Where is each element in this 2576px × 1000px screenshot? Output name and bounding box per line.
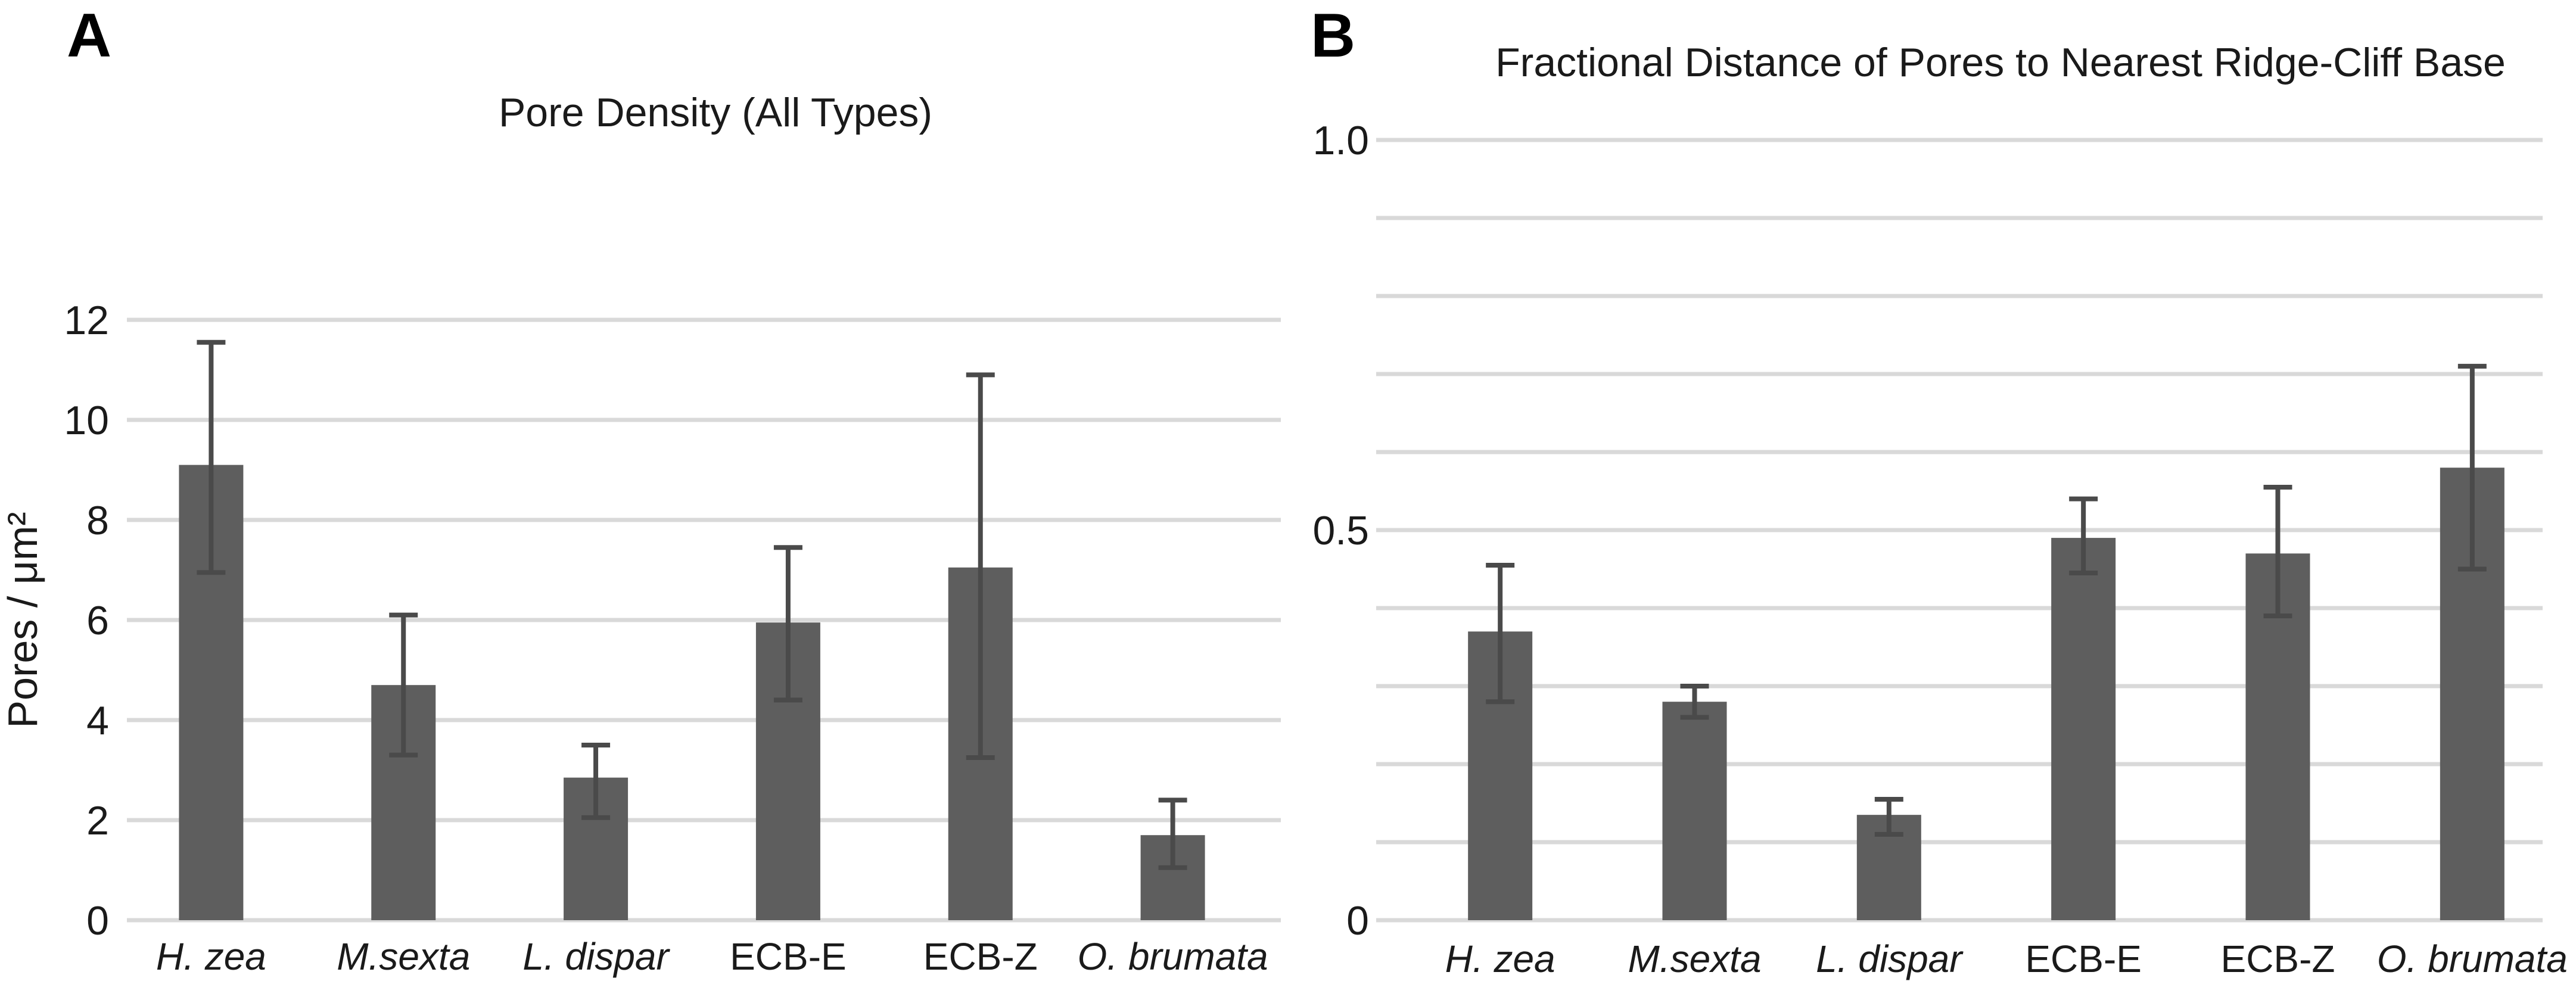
panel-b-letter: B <box>1311 1 1356 70</box>
panel-b: B Fractional Distance of Pores to Neares… <box>1288 0 2576 1000</box>
y-tick-label: 10 <box>64 398 109 443</box>
panel-a: A Pore Density (All Types) 0 2 4 6 8 10 12 H. z… <box>0 1 1281 978</box>
category-label: L. dispar <box>1816 937 1964 980</box>
bar <box>2051 538 2116 920</box>
category-label: M.sexta <box>1628 937 1761 980</box>
y-tick-label: 1.0 <box>1312 118 1369 163</box>
category-label: ECB-E <box>730 935 847 978</box>
y-tick-label: 8 <box>86 498 109 543</box>
pore-density-bar-chart: 0 2 4 6 8 10 12 H. zea M.sexta L. dispar ECB-E ECB-… <box>0 298 1281 978</box>
y-tick-label: 12 <box>64 298 109 343</box>
y-tick-label: 0 <box>1346 898 1369 943</box>
bar <box>1662 702 1727 920</box>
category-label: H. zea <box>1445 937 1555 980</box>
panel-b-chart-title: Fractional Distance of Pores to Nearest … <box>1495 40 2506 85</box>
category-label: O. brumata <box>2377 937 2568 980</box>
category-label: L. dispar <box>522 935 670 978</box>
category-label: ECB-E <box>2025 937 2142 980</box>
y-tick-label: 0 <box>86 898 109 943</box>
category-label: ECB-Z <box>923 935 1038 978</box>
panel-a-letter: A <box>67 1 112 70</box>
category-label: H. zea <box>156 935 266 978</box>
category-label: M.sexta <box>337 935 470 978</box>
category-label: O. brumata <box>1078 935 1268 978</box>
y-tick-label: 6 <box>86 598 109 643</box>
panel-a-chart-title: Pore Density (All Types) <box>498 90 933 135</box>
y-tick-label: 0.5 <box>1312 508 1369 553</box>
category-label: ECB-Z <box>2221 937 2335 980</box>
y-tick-label: 4 <box>86 698 109 743</box>
y-axis-label: Pores / μm² <box>0 512 46 728</box>
fractional-distance-bar-chart: 0 0.5 1.0 H. zea M.sexta L. dispar ECB-E ECB-Z O… <box>1312 118 2568 980</box>
y-tick-label: 2 <box>86 798 109 843</box>
